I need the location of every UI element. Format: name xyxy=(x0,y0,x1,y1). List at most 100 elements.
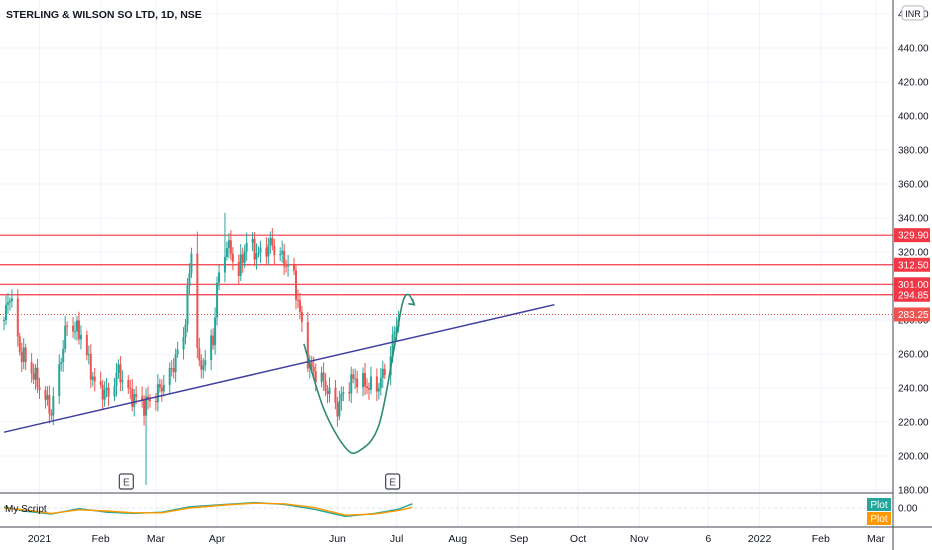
price-tick-label: 180.00 xyxy=(898,486,929,497)
price-badge: 312.50 xyxy=(894,257,930,272)
grid xyxy=(0,0,893,527)
candle-body xyxy=(287,265,290,267)
indicator-legend-badge[interactable]: Plot xyxy=(867,512,891,525)
candle-body xyxy=(237,261,240,276)
candle-body xyxy=(326,391,329,395)
candle-body xyxy=(198,348,201,361)
candle-body xyxy=(225,248,228,257)
candle-body xyxy=(64,325,67,349)
candle-body xyxy=(160,387,163,392)
candle-body xyxy=(32,373,35,380)
candle-body xyxy=(320,372,323,383)
candle-body xyxy=(18,336,21,352)
candle-body xyxy=(75,320,78,332)
candle-body xyxy=(216,282,219,318)
candle-body xyxy=(202,365,205,370)
candle-body xyxy=(168,367,171,386)
candle-body xyxy=(60,361,63,365)
candle-body xyxy=(245,242,248,252)
candle-body xyxy=(121,380,124,383)
candle-body xyxy=(381,368,384,378)
candle-body xyxy=(375,376,378,392)
time-tick-label: Mar xyxy=(147,533,166,545)
candle-body xyxy=(36,367,39,388)
oscillator-series xyxy=(3,502,413,516)
candle-body xyxy=(52,396,55,416)
candle-body xyxy=(306,322,309,369)
candle-body xyxy=(324,380,327,392)
candle-body xyxy=(354,378,357,380)
candle-body xyxy=(383,368,386,376)
candle-body xyxy=(3,320,5,321)
candle-body xyxy=(379,377,382,389)
candle-body xyxy=(89,354,92,380)
candle-body xyxy=(273,245,276,256)
candle-body xyxy=(99,381,102,385)
earnings-marker[interactable]: E xyxy=(385,473,401,490)
earnings-marker[interactable]: E xyxy=(118,473,134,490)
price-tick-label: 340.00 xyxy=(898,214,929,225)
price-badge-label: 312.50 xyxy=(898,260,929,271)
candle-body xyxy=(204,360,207,366)
candle-body xyxy=(115,372,118,387)
time-axis[interactable]: 2021 Feb Mar Apr Jun Jul Aug Sep Oct Nov 6 2022 Feb M… xyxy=(28,533,886,545)
candles xyxy=(3,212,400,485)
candle-body xyxy=(38,387,41,391)
candle-body xyxy=(85,334,88,356)
cup-curve[interactable] xyxy=(303,293,416,455)
candle-body xyxy=(58,364,61,397)
trend-line[interactable] xyxy=(3,303,555,433)
candle-body xyxy=(350,374,353,394)
candle-body xyxy=(127,380,130,388)
candle-body xyxy=(176,349,179,355)
candle-body xyxy=(62,348,65,362)
time-tick-label: Aug xyxy=(448,533,467,545)
candle-body xyxy=(314,371,317,383)
candle-body xyxy=(336,402,339,417)
currency-label: INR xyxy=(905,9,921,19)
time-tick-label: Mar xyxy=(867,533,886,545)
candle-body xyxy=(210,335,213,361)
price-tick-label: 200.00 xyxy=(898,452,929,463)
candle-body xyxy=(174,354,177,373)
candle-body xyxy=(66,325,69,327)
candle-body xyxy=(24,347,27,363)
indicator-name[interactable]: My Script xyxy=(5,504,47,515)
indicator-legend-badge[interactable]: Plot xyxy=(867,498,891,511)
candle-body xyxy=(369,376,372,390)
candle-body xyxy=(184,324,187,338)
candle-body xyxy=(227,240,230,249)
time-tick-label: Jul xyxy=(390,533,403,545)
candle-body xyxy=(310,362,313,367)
candle-body xyxy=(334,387,337,403)
candle-body xyxy=(241,254,244,263)
chart-title: STERLING & WILSON SO LTD, 1D, NSE xyxy=(6,9,202,21)
candle-body xyxy=(356,378,359,388)
candle-body xyxy=(129,387,132,389)
price-badge-label: 283.25 xyxy=(898,310,929,321)
price-tick-label: 360.00 xyxy=(898,180,929,191)
candle-body xyxy=(259,247,262,254)
candle-body xyxy=(117,364,120,373)
candle-body xyxy=(172,368,175,373)
candle-body xyxy=(294,270,297,300)
candle-body xyxy=(107,387,110,397)
currency-button[interactable]: INR xyxy=(901,5,925,21)
time-tick-label: Feb xyxy=(92,533,110,545)
candle-body xyxy=(253,238,256,260)
candle-body xyxy=(298,300,301,312)
candle-body xyxy=(10,298,13,302)
candle-body xyxy=(154,400,157,403)
candle-body xyxy=(231,253,234,262)
candle-body xyxy=(255,253,258,260)
earnings-marker-label: E xyxy=(389,478,396,489)
earnings-marker-label: E xyxy=(123,478,130,489)
price-badge-label: 329.90 xyxy=(898,231,929,242)
candle-body xyxy=(267,244,270,257)
candle-body xyxy=(158,384,161,388)
indicator-legend-label: Plot xyxy=(870,500,887,511)
candle-body xyxy=(20,351,23,363)
candle-body xyxy=(119,364,122,383)
